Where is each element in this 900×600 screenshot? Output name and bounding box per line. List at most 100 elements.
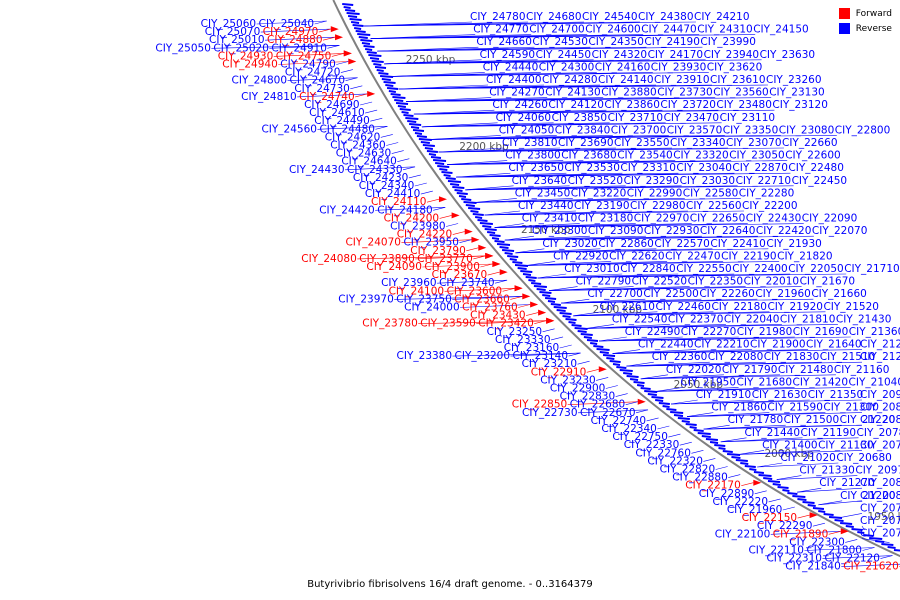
gene-label-CIY_21130: CIY_21130 [818, 439, 874, 451]
legend-label-forward: Forward [855, 8, 892, 19]
gene-label-CIY_22760: CIY_22760 [635, 447, 691, 459]
forward-gene-mark [471, 236, 480, 243]
gene-label-CIY_23330: CIY_23330 [495, 334, 551, 346]
gene-label-CIY_24670: CIY_24670 [290, 75, 346, 87]
gene-leader-line [322, 36, 336, 41]
ruler-tick-label: 2050 kbp [674, 379, 724, 391]
reverse-gene-mark [596, 348, 610, 351]
gene-label-CIY_22180: CIY_22180 [711, 301, 767, 313]
gene-label-CIY_23850: CIY_23850 [552, 112, 608, 124]
gene-label-CIY_21950: CIY_21950 [681, 376, 737, 388]
reverse-gene-mark [619, 369, 633, 372]
gene-label-CIY_22320: CIY_22320 [647, 455, 703, 467]
gene-label-CIY_21420: CIY_21420 [793, 376, 849, 388]
gene-leader-line [577, 360, 590, 365]
reverse-gene-mark [531, 282, 542, 285]
gene-label-CIY_22450: CIY_22450 [792, 175, 848, 187]
genome-backbone [332, 0, 900, 558]
gene-label-CIY_22070: CIY_22070 [812, 225, 868, 237]
gene-leader-line [394, 296, 523, 300]
reverse-gene-mark [539, 291, 552, 294]
reverse-gene-mark [662, 405, 670, 408]
reverse-gene-mark [409, 123, 422, 126]
reverse-gene-mark [685, 423, 697, 426]
gene-leader-line [518, 304, 531, 308]
gene-leader-line [370, 34, 756, 39]
reverse-gene-mark [823, 513, 834, 516]
gene-label-CIY_22860: CIY_22860 [598, 238, 654, 250]
gene-label-CIY_21980: CIY_21980 [737, 326, 793, 338]
gene-leader-line [345, 166, 416, 171]
gene-label-CIY_22570: CIY_22570 [654, 238, 710, 250]
gene-leader-line [465, 185, 514, 191]
reverse-gene-mark [583, 336, 592, 339]
gene-label-CIY_22540: CIY_22540 [612, 313, 668, 325]
gene-leader-line [408, 174, 421, 179]
forward-gene-mark [514, 285, 523, 292]
gene-leader-line [757, 462, 839, 468]
gene-label-CIY_22920: CIY_22920 [553, 250, 609, 262]
reverse-gene-mark [749, 468, 757, 471]
gene-label-CIY_22470: CIY_22470 [665, 250, 721, 262]
gene-leader-line [438, 147, 505, 153]
reverse-gene-mark [834, 519, 844, 522]
gene-leader-line [510, 296, 523, 300]
reverse-gene-mark [386, 87, 399, 90]
gene-label-CIY_21670: CIY_21670 [800, 276, 856, 288]
gene-label-CIY_24440: CIY_24440 [483, 61, 539, 73]
gene-label-CIY_22880: CIY_22880 [672, 472, 728, 484]
gene-label-CIY_24640: CIY_24640 [341, 156, 397, 168]
reverse-gene-mark [512, 261, 523, 264]
gene-label-CIY_23710: CIY_23710 [608, 112, 664, 124]
gene-label-CIY_20720: CIY_20720 [860, 528, 900, 540]
reverse-gene-mark [593, 345, 604, 348]
gene-label-CIY_22640: CIY_22640 [700, 225, 756, 237]
gene-label-CIY_22440: CIY_22440 [638, 339, 694, 351]
gene-label-CIY_22800: CIY_22800 [835, 124, 891, 136]
gene-leader-line [340, 69, 353, 73]
gene-leader-line [804, 547, 875, 551]
gene-label-CIY_21680: CIY_21680 [737, 376, 793, 388]
gene-leader-line [738, 450, 863, 455]
gene-label-CIY_24230: CIY_24230 [353, 172, 409, 184]
gene-label-CIY_23130: CIY_23130 [769, 87, 825, 99]
gene-label-CIY_22260: CIY_22260 [699, 288, 755, 300]
gene-leader-line [402, 166, 416, 171]
gene-label-CIY_22120: CIY_22120 [824, 553, 880, 565]
gene-label-CIY_21890: CIY_21890 [773, 528, 829, 540]
gene-label-CIY_23840: CIY_23840 [555, 124, 611, 136]
gene-label-CIY_23760: CIY_23760 [462, 302, 518, 314]
reverse-gene-mark [693, 429, 704, 432]
reverse-gene-mark [388, 90, 396, 93]
gene-leader-line [818, 500, 843, 506]
gene-leader-line [720, 437, 747, 443]
gene-leader-line [561, 298, 814, 304]
reverse-gene-mark [681, 420, 690, 423]
gene-label-CIY_23180: CIY_23180 [578, 213, 634, 225]
gene-leader-line [605, 385, 618, 389]
gene-label-CIY_24590: CIY_24590 [480, 49, 535, 61]
gene-leader-line [646, 417, 659, 422]
reverse-gene-mark [863, 534, 874, 537]
gene-label-CIY_24180: CIY_24180 [377, 204, 433, 216]
forward-gene-mark [522, 293, 531, 300]
gene-label-CIY_24330: CIY_24330 [347, 164, 403, 176]
reverse-gene-mark [599, 351, 609, 354]
gene-label-CIY_21960: CIY_21960 [727, 504, 783, 516]
gene-leader-line [421, 122, 722, 128]
gene-label-CIY_22910: CIY_22910 [531, 366, 587, 378]
reverse-gene-mark [522, 273, 532, 276]
gene-label-CIY_22090: CIY_22090 [802, 213, 858, 225]
gene-label-CIY_21020: CIY_21020 [780, 452, 836, 464]
gene-label-CIY_25060: CIY_25060 [201, 18, 257, 30]
reverse-gene-mark [887, 546, 896, 549]
gene-label-CIY_24750: CIY_24750 [276, 50, 332, 62]
gene-label-CIY_22300: CIY_22300 [789, 536, 845, 548]
gene-leader-line [456, 172, 791, 178]
gene-label-CIY_24720: CIY_24720 [285, 67, 341, 79]
gene-label-CIY_20680: CIY_20680 [836, 452, 892, 464]
gene-leader-line [414, 182, 427, 187]
gene-leader-line [502, 288, 515, 292]
gene-leader-line [655, 387, 683, 392]
legend: Forward Reverse [838, 6, 892, 36]
